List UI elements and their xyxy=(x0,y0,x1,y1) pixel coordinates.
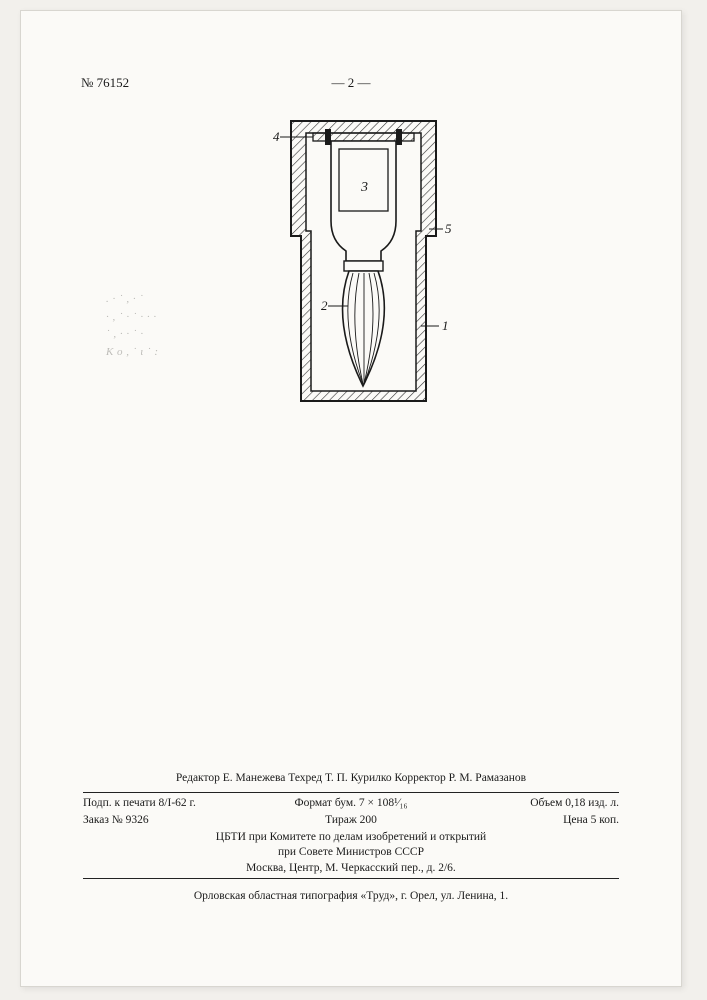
divider xyxy=(83,792,619,793)
org-line-3: Москва, Центр, М. Черкасский пер., д. 2/… xyxy=(83,861,619,877)
imprint-format: Формат бум. 7 × 108¹⁄₁₆ xyxy=(262,796,441,812)
divider xyxy=(83,878,619,879)
smudge-line: · , ˙ · ˙ · · · xyxy=(106,309,201,327)
page-frame: № 76152 — 2 — . · ˙ , · ˙ · , ˙ · ˙ · · … xyxy=(20,10,682,987)
figure-svg: 4 3 2 5 1 xyxy=(221,101,481,431)
imprint-price: Цена 5 коп. xyxy=(440,813,619,829)
patent-figure: 4 3 2 5 1 xyxy=(221,101,481,431)
imprint-date: Подп. к печати 8/I-62 г. xyxy=(83,796,262,812)
org-line-1: ЦБТИ при Комитете по делам изобретений и… xyxy=(83,830,619,846)
imprint-row-1: Подп. к печати 8/I-62 г. Формат бум. 7 ×… xyxy=(83,795,619,813)
margin-smudge: . · ˙ , · ˙ · , ˙ · ˙ · · · ˙ , · · ˙ · … xyxy=(106,291,201,361)
figure-label-5: 5 xyxy=(445,221,452,236)
doc-number: № 76152 xyxy=(81,75,129,91)
smudge-line: ˙ , · · ˙ · xyxy=(106,326,201,344)
figure-label-1: 1 xyxy=(442,318,449,333)
smudge-line: К о , ˙ ι ˙ : xyxy=(106,344,201,362)
smudge-line: . · ˙ , · ˙ xyxy=(106,291,201,309)
imprint-order: Заказ № 9326 xyxy=(83,813,262,829)
imprint-tirage: Тираж 200 xyxy=(262,813,441,829)
imprint-volume: Объем 0,18 изд. л. xyxy=(440,796,619,812)
figure-label-4: 4 xyxy=(273,129,280,144)
figure-label-3: 3 xyxy=(360,180,368,195)
credits-line: Редактор Е. Манежева Техред Т. П. Курилк… xyxy=(83,771,619,790)
printer-line: Орловская областная типография «Труд», г… xyxy=(83,889,619,905)
org-line-2: при Совете Министров СССР xyxy=(83,845,619,861)
page-marker: — 2 — xyxy=(332,75,371,91)
figure-label-2: 2 xyxy=(321,298,328,313)
imprint-row-2: Заказ № 9326 Тираж 200 Цена 5 коп. xyxy=(83,812,619,830)
colophon: Редактор Е. Манежева Техред Т. П. Курилк… xyxy=(83,771,619,905)
